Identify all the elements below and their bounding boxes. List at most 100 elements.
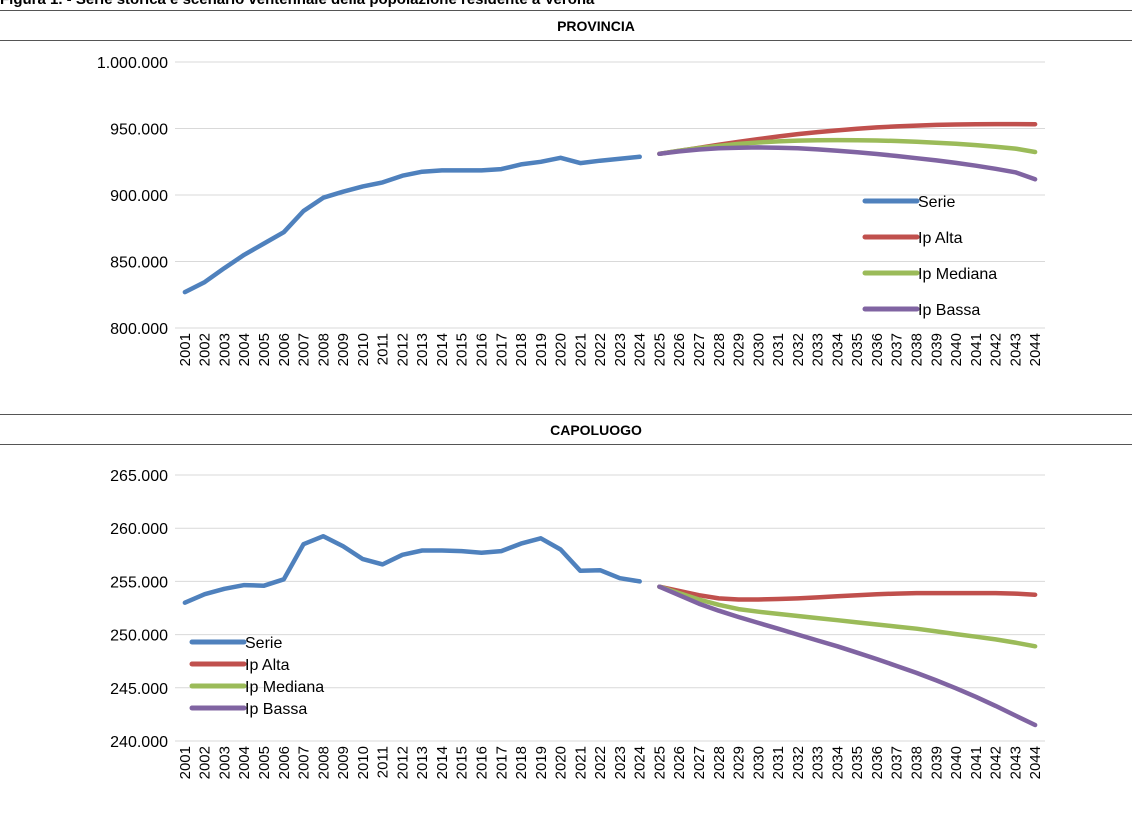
chart-title: PROVINCIA bbox=[557, 18, 635, 34]
x-tick-label: 2013 bbox=[414, 333, 431, 366]
x-tick-label: 2015 bbox=[454, 333, 471, 366]
series-line-ip-mediana bbox=[657, 137, 1038, 157]
y-tick-label: 800.000 bbox=[110, 321, 168, 338]
x-tick-label: 2008 bbox=[315, 746, 332, 779]
x-tick-label: 2016 bbox=[473, 333, 490, 366]
x-tick-label: 2025 bbox=[651, 333, 668, 366]
chart-provincia: PROVINCIA 800.000 850.000 900.000 950.000 1.… bbox=[0, 10, 1132, 366]
series-line-ip-mediana bbox=[657, 584, 1038, 649]
x-tick-label: 2029 bbox=[731, 746, 748, 779]
legend-label-serie: Serie bbox=[918, 194, 955, 211]
x-tick-label: 2001 bbox=[177, 333, 194, 366]
chart-title: CAPOLUOGO bbox=[550, 422, 642, 438]
x-tick-label: 2016 bbox=[473, 746, 490, 779]
x-tick-label: 2041 bbox=[968, 746, 985, 779]
x-tick-label: 2037 bbox=[889, 333, 906, 366]
x-tick-label: 2002 bbox=[197, 333, 214, 366]
x-tick-label: 2019 bbox=[533, 746, 550, 779]
legend-label-ip-bassa: Ip Bassa bbox=[918, 302, 980, 319]
y-tick-labels: 800.000 850.000 900.000 950.000 1.000.000 bbox=[97, 55, 168, 338]
x-tick-label: 2012 bbox=[394, 333, 411, 366]
x-tick-label: 2011 bbox=[375, 333, 392, 365]
y-tick-labels: 240.000 245.000 250.000 255.000 260.000 265.0… bbox=[110, 468, 168, 751]
x-tick-label: 2010 bbox=[355, 746, 372, 779]
x-tick-label: 2001 bbox=[177, 746, 194, 779]
x-tick-label: 2014 bbox=[434, 746, 451, 779]
chart-capoluogo: CAPOLUOGO 240.000 245.000 250.000 255.000 26… bbox=[0, 414, 1132, 779]
legend-label-serie: Serie bbox=[245, 635, 282, 652]
x-tick-label: 2002 bbox=[197, 746, 214, 779]
x-tick-label: 2024 bbox=[632, 333, 649, 366]
x-tick-label: 2036 bbox=[869, 333, 886, 366]
x-tick-label: 2034 bbox=[829, 333, 846, 366]
y-tick-label: 900.000 bbox=[110, 188, 168, 205]
x-tick-label: 2019 bbox=[533, 333, 550, 366]
series-line-serie bbox=[182, 154, 642, 295]
legend: Serie Ip Alta Ip Mediana Ip Bassa bbox=[189, 635, 324, 718]
series-lines bbox=[182, 533, 1038, 728]
x-tick-label: 2042 bbox=[988, 333, 1005, 366]
x-tick-label: 2028 bbox=[711, 333, 728, 366]
x-tick-label: 2044 bbox=[1027, 746, 1044, 779]
x-tick-label: 2005 bbox=[256, 746, 273, 779]
x-tick-label: 2027 bbox=[691, 746, 708, 779]
x-tick-label: 2007 bbox=[296, 333, 313, 366]
x-tick-label: 2012 bbox=[394, 746, 411, 779]
x-tick-label: 2006 bbox=[276, 746, 293, 779]
y-tick-label: 250.000 bbox=[110, 628, 168, 645]
x-tick-label: 2015 bbox=[454, 746, 471, 779]
x-tick-label: 2013 bbox=[414, 746, 431, 779]
x-tick-label: 2032 bbox=[790, 746, 807, 779]
x-tick-label: 2041 bbox=[968, 333, 985, 366]
x-tick-label: 2003 bbox=[216, 746, 233, 779]
x-tick-label: 2029 bbox=[731, 333, 748, 366]
x-tick-label: 2018 bbox=[513, 333, 530, 366]
figure-title: Figura 1. - Serie storica e scenario ven… bbox=[0, 0, 594, 8]
x-tick-label: 2022 bbox=[592, 333, 609, 366]
x-tick-label: 2034 bbox=[829, 746, 846, 779]
x-tick-label: 2031 bbox=[770, 333, 787, 366]
y-tick-label: 240.000 bbox=[110, 734, 168, 751]
series-lines bbox=[182, 121, 1038, 295]
x-tick-labels: 2001 2002 2003 2004 2005 2006 2007 2008 2009 2010… bbox=[177, 333, 1044, 366]
x-tick-label: 2043 bbox=[1007, 746, 1024, 779]
x-tick-label: 2014 bbox=[434, 333, 451, 366]
x-tick-label: 2018 bbox=[513, 746, 530, 779]
x-tick-label: 2031 bbox=[770, 746, 787, 779]
x-tick-label: 2007 bbox=[296, 746, 313, 779]
y-tick-label: 245.000 bbox=[110, 681, 168, 698]
gridlines bbox=[175, 474, 1045, 742]
x-tick-label: 2006 bbox=[276, 333, 293, 366]
gridlines bbox=[175, 61, 1045, 329]
x-tick-label: 2033 bbox=[810, 746, 827, 779]
series-line-ip-bassa bbox=[657, 584, 1038, 728]
x-tick-label: 2030 bbox=[750, 746, 767, 779]
x-tick-label: 2020 bbox=[553, 746, 570, 779]
y-tick-label: 255.000 bbox=[110, 574, 168, 591]
x-tick-label: 2004 bbox=[236, 333, 253, 366]
y-tick-label: 950.000 bbox=[110, 122, 168, 139]
x-tick-label: 2026 bbox=[671, 333, 688, 366]
legend-label-ip-alta: Ip Alta bbox=[918, 230, 963, 247]
x-tick-label: 2021 bbox=[572, 746, 589, 779]
x-tick-label: 2003 bbox=[216, 333, 233, 366]
x-tick-label: 2040 bbox=[948, 333, 965, 366]
x-tick-label: 2036 bbox=[869, 746, 886, 779]
series-line-serie bbox=[182, 533, 642, 605]
y-tick-label: 1.000.000 bbox=[97, 55, 168, 72]
x-tick-label: 2040 bbox=[948, 746, 965, 779]
x-tick-label: 2009 bbox=[335, 746, 352, 779]
x-tick-label: 2026 bbox=[671, 746, 688, 779]
legend-label-ip-mediana: Ip Mediana bbox=[918, 266, 997, 283]
x-tick-label: 2005 bbox=[256, 333, 273, 366]
x-tick-label: 2023 bbox=[612, 746, 629, 779]
x-tick-label: 2025 bbox=[651, 746, 668, 779]
legend-label-ip-alta: Ip Alta bbox=[245, 657, 290, 674]
x-tick-label: 2011 bbox=[375, 746, 392, 778]
x-tick-label: 2043 bbox=[1007, 333, 1024, 366]
x-tick-label: 2027 bbox=[691, 333, 708, 366]
x-tick-label: 2033 bbox=[810, 333, 827, 366]
x-tick-label: 2024 bbox=[632, 746, 649, 779]
x-tick-label: 2022 bbox=[592, 746, 609, 779]
